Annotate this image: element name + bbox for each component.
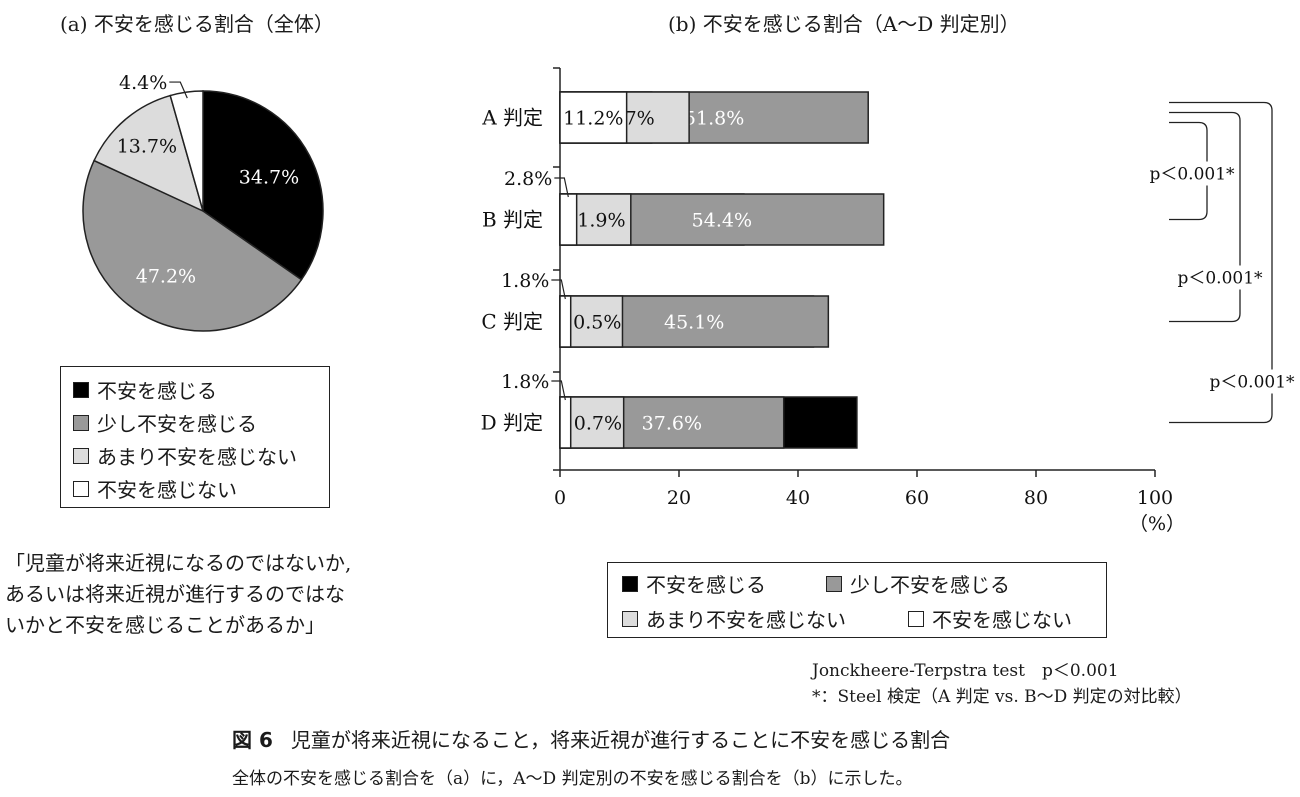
legend-swatch-lightgray [73, 447, 89, 464]
legend-label: 不安を感じる [97, 379, 217, 403]
pie-legend-item-not-very-anxious: あまり不安を感じない [73, 441, 297, 470]
bar-legend: 不安を感じる 少し不安を感じる あまり不安を感じない 不安を感じない [607, 562, 1107, 638]
bar-segment [559, 396, 572, 449]
category-label: C 判定 [481, 310, 543, 334]
bar-segment [559, 91, 628, 144]
question-line: いかと不安を感じることがあるか」 [5, 613, 325, 637]
bar-legend-item-very-anxious: 不安を感じる [622, 569, 766, 598]
bar-legend-item-somewhat-anxious: 少し不安を感じる [826, 569, 1010, 598]
legend-label: 不安を感じない [97, 478, 237, 502]
bar-value-label: 45.1% [664, 312, 724, 334]
category-label: A 判定 [481, 106, 543, 130]
significance-label-bg [1197, 369, 1300, 394]
bar-value-label: 11.2% [563, 108, 623, 130]
x-tick-label: 40 [786, 487, 810, 509]
bar-value-label: 10.5% [561, 312, 621, 334]
pie-slice [202, 90, 324, 281]
question-note: 「児童が将来近視になるのではないか, あるいは将来近視が進行するのではな いかと… [5, 548, 425, 641]
pie-slice-label: 34.7% [239, 167, 299, 189]
legend-swatch-black [73, 381, 89, 398]
bar-segment [559, 295, 572, 348]
legend-swatch-gray [826, 575, 842, 592]
x-tick-label: 0 [554, 487, 566, 509]
footnote-test: Jonckheere-Terpstra test p＜0.001 [812, 661, 1119, 681]
legend-swatch-lightgray [622, 610, 638, 627]
pie-chart-title: (a) 不安を感じる割合（全体） [60, 12, 334, 36]
significance-label-bg [1137, 161, 1243, 186]
bar-leader-line [551, 279, 566, 300]
bar-value-label: 37.6% [642, 413, 702, 435]
legend-label: あまり不安を感じない [97, 445, 297, 469]
pie-legend: 不安を感じる 少し不安を感じる あまり不安を感じない 不安を感じない [60, 366, 330, 508]
question-line: あるいは将来近視が進行するのではな [5, 582, 345, 606]
significance-bracket [1169, 111, 1241, 323]
pie-leader-line [169, 81, 188, 99]
legend-label: 少し不安を感じる [850, 573, 1010, 597]
pie-legend-item-very-anxious: 不安を感じる [73, 375, 217, 404]
footnote-steel: *：Steel 検定（A 判定 vs. B～D 判定の対比較） [812, 687, 1192, 707]
bar-chart-title: (b) 不安を感じる割合（A～D 判定別） [668, 12, 1020, 36]
pie-slice [169, 90, 204, 212]
pie-slice-label: 47.2% [136, 266, 196, 288]
legend-label: あまり不安を感じない [646, 608, 846, 632]
category-label: B 判定 [482, 208, 543, 232]
x-tick-label: 100 [1137, 487, 1173, 509]
legend-label: 不安を感じる [646, 573, 766, 597]
legend-swatch-white [908, 610, 924, 627]
bar-legend-item-not-anxious: 不安を感じない [908, 604, 1072, 633]
significance-bracket [1169, 101, 1273, 424]
x-tick-label: 60 [905, 487, 929, 509]
significance-label-bg [1165, 265, 1271, 290]
legend-swatch-white [73, 480, 89, 497]
legend-swatch-gray [73, 414, 89, 431]
pie-slice [93, 94, 205, 213]
figure-subtitle: 全体の不安を感じる割合を（a）に，A～D 判定別の不安を感じる割合を（b）に示し… [232, 769, 913, 789]
bar-value-label: 11.9% [565, 210, 625, 232]
pie-legend-item-not-anxious: 不安を感じない [73, 474, 237, 503]
bar-value-label: 51.8% [684, 108, 744, 130]
x-tick-label: 20 [667, 487, 691, 509]
pie-chart: 34.7% 47.2% 13.7% 4.4% [82, 72, 324, 332]
significance-label: p＜0.001* [1149, 165, 1235, 185]
bar-value-label: 1.8% [501, 270, 549, 292]
legend-swatch-black [622, 575, 638, 592]
bar-value-label: 54.4% [692, 210, 752, 232]
question-line: 「児童が将来近視になるのではないか, [5, 551, 352, 575]
significance-label: p＜0.001* [1209, 373, 1295, 393]
pie-slice [82, 159, 303, 332]
legend-label: 不安を感じない [932, 608, 1072, 632]
bar-value-label: 1.8% [501, 371, 549, 393]
category-label: D 判定 [481, 411, 543, 435]
pie-legend-item-somewhat-anxious: 少し不安を感じる [73, 408, 257, 437]
bar-legend-item-not-very-anxious: あまり不安を感じない [622, 604, 846, 633]
bar-leader-line [551, 380, 566, 401]
pie-slice-label: 4.4% [119, 72, 167, 94]
bar-leader-line [554, 177, 569, 198]
figure-number: 図 6 [232, 728, 273, 752]
figure-caption: 図 6 児童が将来近視になること，将来近視が進行することに不安を感じる割合 [232, 724, 950, 753]
bar-value-label: 2.8% [504, 168, 552, 190]
pie-slice-label: 13.7% [117, 135, 177, 157]
legend-label: 少し不安を感じる [97, 412, 257, 436]
bar-value-label: 10.7% [562, 413, 622, 435]
x-axis-unit: （%） [1129, 513, 1185, 535]
significance-label: p＜0.001* [1177, 269, 1263, 289]
bar-segment [559, 193, 578, 246]
figure-title: 児童が将来近視になること，将来近視が進行することに不安を感じる割合 [290, 728, 951, 752]
x-tick-label: 80 [1024, 487, 1048, 509]
